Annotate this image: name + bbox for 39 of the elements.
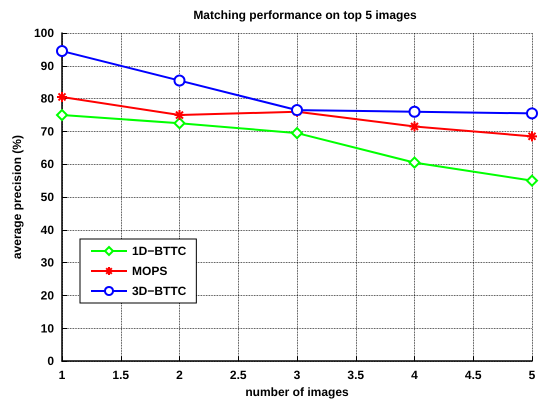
- y-tick-label: 100: [34, 26, 54, 40]
- point: [56, 45, 68, 58]
- point: [291, 127, 303, 140]
- x-tick-label: 1.5: [112, 368, 130, 382]
- point: [408, 120, 420, 133]
- point: [56, 90, 68, 103]
- x-tick-label: 3: [294, 368, 301, 382]
- y-tick-label: 30: [40, 256, 54, 270]
- point: [174, 109, 186, 122]
- y-tick-label: 40: [40, 222, 54, 237]
- point: [174, 74, 186, 87]
- chart-title: Matching performance on top 5 images: [193, 8, 418, 22]
- y-tick-label: 10: [40, 321, 54, 336]
- legend-label: 1D−BTTC: [132, 244, 187, 258]
- point: [56, 109, 68, 122]
- y-tick-label: 0: [47, 354, 54, 368]
- y-axis-title: average precision (%): [10, 135, 24, 260]
- x-tick-label: 2.5: [230, 368, 247, 382]
- y-tick-label: 70: [40, 124, 54, 138]
- point: [174, 117, 186, 130]
- y-tick-label: 60: [40, 157, 54, 172]
- y-tick-label: 90: [40, 58, 54, 73]
- x-tick-label: 4: [411, 368, 418, 382]
- y-tick-label: 20: [40, 288, 54, 302]
- y-tick-label: 50: [40, 190, 54, 204]
- point: [408, 156, 420, 169]
- y-tick-label: 80: [40, 92, 54, 106]
- legend-label: 3D−BTTC: [132, 284, 187, 298]
- point: [526, 174, 538, 187]
- x-tick-label: 3.5: [347, 368, 364, 382]
- x-tick-label: 4.5: [464, 368, 482, 382]
- point: [526, 130, 538, 142]
- x-tick-label: 5: [528, 368, 536, 382]
- legend-label: MOPS: [132, 264, 168, 278]
- point: [408, 106, 420, 118]
- x-axis-title: number of images: [245, 385, 349, 399]
- point: [526, 107, 538, 120]
- x-tick-label: 1: [58, 368, 66, 382]
- x-tick-label: 2: [176, 368, 184, 382]
